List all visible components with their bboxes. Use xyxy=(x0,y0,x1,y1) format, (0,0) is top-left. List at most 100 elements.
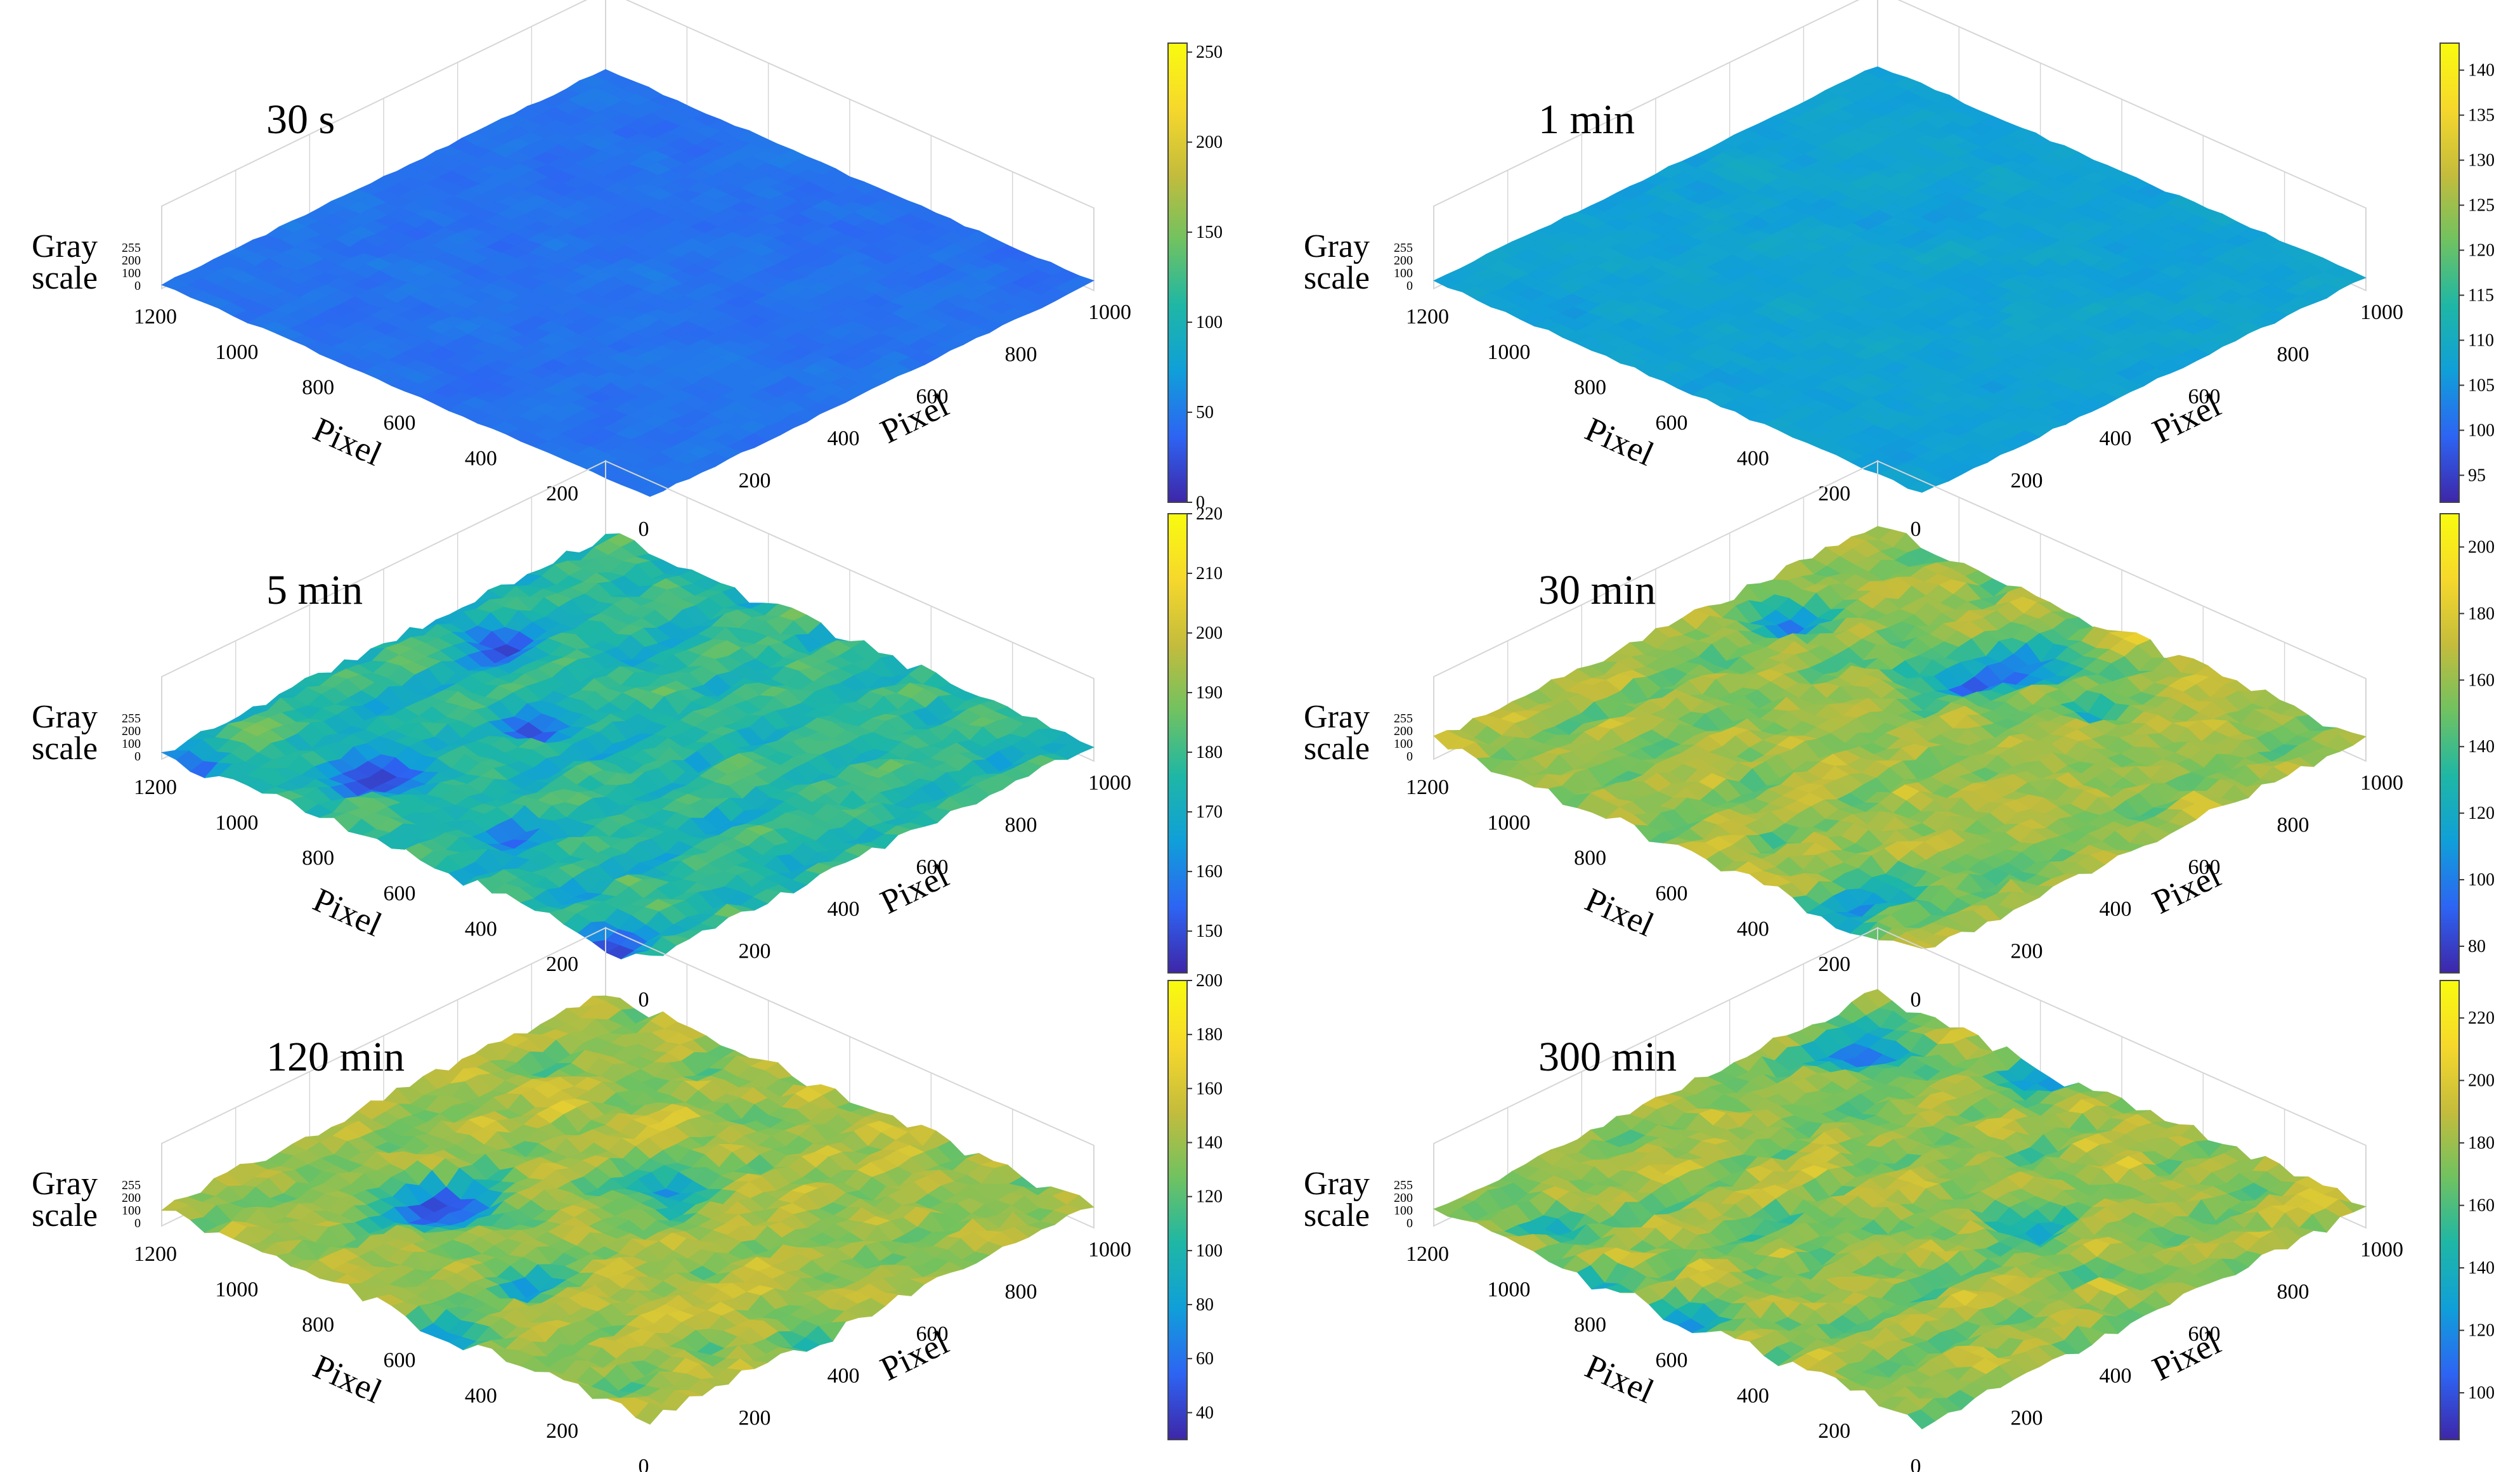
panel-title: 30 min xyxy=(1538,567,1656,613)
x-tick-label: 400 xyxy=(1737,446,1769,470)
z-tick-label: 200 xyxy=(122,254,141,268)
colorbar-tick-label: 160 xyxy=(1196,862,1223,882)
z-tick-label: 255 xyxy=(122,712,141,726)
y-tick-label: 200 xyxy=(739,940,771,963)
x-axis-label: Pixel xyxy=(1580,410,1659,473)
colorbar-tick-label: 100 xyxy=(2468,420,2495,440)
z-tick-label: 100 xyxy=(1394,266,1413,280)
colorbar-tick-label: 160 xyxy=(2468,670,2495,690)
colorbar-tick-label: 150 xyxy=(1196,922,1223,941)
x-tick-label: 800 xyxy=(1574,847,1606,870)
surface-panel: 1 minGrayscale25520010001200100080060040… xyxy=(1304,0,2495,541)
colorbar-tick-label: 170 xyxy=(1196,802,1223,822)
y-tick-label: 1000 xyxy=(1088,301,1131,324)
z-axis-label: Gray xyxy=(1304,228,1370,264)
x-tick-label: 600 xyxy=(384,882,416,906)
colorbar-tick-label: 220 xyxy=(1196,504,1223,524)
z-tick-label: 100 xyxy=(122,266,141,280)
x-tick-label: 600 xyxy=(1656,882,1688,906)
colorbar xyxy=(1167,513,1188,974)
y-axis-label: Pixel xyxy=(874,386,954,451)
colorbar-tick-label: 95 xyxy=(2468,466,2486,485)
z-tick-label: 100 xyxy=(1394,737,1413,751)
colorbar-tick-label: 180 xyxy=(2468,604,2495,623)
colorbar-tick-label: 140 xyxy=(2468,61,2495,81)
y-tick-label: 800 xyxy=(2277,342,2309,366)
z-tick-label: 100 xyxy=(122,737,141,751)
z-tick-label: 255 xyxy=(1394,241,1413,255)
y-tick-label: 800 xyxy=(1005,813,1037,837)
x-tick-label: 1200 xyxy=(134,305,177,329)
z-tick-label: 200 xyxy=(1394,254,1413,268)
y-tick-label: 400 xyxy=(2100,897,2132,921)
y-axis-label: Pixel xyxy=(874,856,954,922)
x-tick-label: 1000 xyxy=(215,811,258,835)
colorbar-tick-label: 200 xyxy=(1196,133,1223,152)
x-tick-label: 0 xyxy=(639,518,649,541)
z-axis-label: scale xyxy=(32,731,98,767)
x-tick-label: 1200 xyxy=(134,776,177,799)
colorbar-tick-label: 125 xyxy=(2468,196,2495,216)
y-tick-label: 200 xyxy=(2011,940,2043,963)
x-tick-label: 400 xyxy=(465,446,497,470)
y-tick-label: 400 xyxy=(828,897,860,921)
y-tick-label: 400 xyxy=(828,427,860,450)
z-tick-label: 0 xyxy=(134,279,141,293)
colorbar-tick-label: 150 xyxy=(1196,223,1223,242)
colorbar-tick-label: 210 xyxy=(1196,564,1223,583)
x-axis-label: Pixel xyxy=(1580,880,1659,944)
x-tick-label: 800 xyxy=(1574,376,1606,400)
z-axis-label: Gray xyxy=(1304,699,1370,735)
x-tick-label: 800 xyxy=(302,376,334,400)
colorbar-tick-label: 120 xyxy=(2468,804,2495,823)
x-tick-label: 1200 xyxy=(1406,776,1449,799)
z-axis-label: scale xyxy=(1304,260,1370,296)
x-tick-label: 1000 xyxy=(1487,811,1530,835)
x-tick-label: 1000 xyxy=(1487,341,1530,364)
y-axis-label: Pixel xyxy=(2147,856,2226,922)
x-tick-label: 800 xyxy=(302,847,334,870)
z-axis-label: scale xyxy=(32,260,98,296)
colorbar-tick-label: 110 xyxy=(2468,330,2494,350)
colorbar-tick-label: 105 xyxy=(2468,375,2495,395)
x-axis-label: Pixel xyxy=(308,880,387,944)
y-tick-label: 1000 xyxy=(1088,771,1131,795)
x-tick-label: 1200 xyxy=(1406,305,1449,329)
surface-panel: 5 minGrayscale25520010001200100080060040… xyxy=(32,460,1223,1012)
colorbar-tick-label: 100 xyxy=(2468,870,2495,890)
x-tick-label: 0 xyxy=(1911,518,1921,541)
colorbar-tick-label: 135 xyxy=(2468,106,2495,126)
x-tick-label: 400 xyxy=(1737,917,1769,941)
colorbar-tick-label: 130 xyxy=(2468,151,2495,171)
x-tick-label: 600 xyxy=(384,412,416,435)
x-tick-label: 200 xyxy=(1818,482,1850,505)
y-tick-label: 800 xyxy=(1005,342,1037,366)
y-tick-label: 200 xyxy=(2011,469,2043,493)
colorbar-tick-label: 140 xyxy=(2468,737,2495,757)
x-tick-label: 400 xyxy=(465,917,497,941)
x-tick-label: 1000 xyxy=(215,341,258,364)
colorbar-tick-label: 50 xyxy=(1196,403,1214,422)
surface xyxy=(161,69,1095,497)
z-tick-label: 255 xyxy=(1394,712,1413,726)
surface-panel: 120 minGrayscale255200100012001000800600… xyxy=(32,927,1223,1472)
colorbar-tick-label: 250 xyxy=(1196,42,1223,62)
x-axis-label: Pixel xyxy=(308,410,387,473)
x-tick-label: 0 xyxy=(1911,988,1921,1012)
z-axis-label: Gray xyxy=(32,228,98,264)
colorbar-tick-label: 100 xyxy=(1196,313,1223,332)
z-tick-label: 0 xyxy=(134,750,141,764)
y-tick-label: 800 xyxy=(2277,813,2309,837)
x-tick-label: 0 xyxy=(639,988,649,1012)
colorbar-tick-label: 80 xyxy=(2468,937,2486,956)
colorbar-tick-label: 200 xyxy=(1196,623,1223,643)
colorbar xyxy=(2439,513,2460,974)
colorbar-tick-label: 120 xyxy=(2468,241,2495,261)
z-axis-label: scale xyxy=(1304,731,1370,767)
surface-panel: 30 sGrayscale255200100012001000800600400… xyxy=(32,0,1223,541)
y-tick-label: 1000 xyxy=(2360,771,2403,795)
panel-title: 30 s xyxy=(266,96,335,143)
x-tick-label: 200 xyxy=(1818,953,1850,976)
colorbar-tick-label: 190 xyxy=(1196,683,1223,703)
colorbar xyxy=(2439,42,2460,503)
